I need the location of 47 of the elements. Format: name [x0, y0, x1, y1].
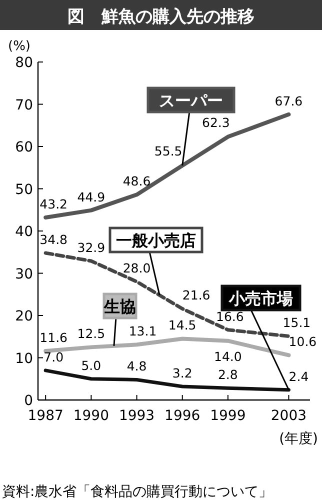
data-label: 11.6	[40, 330, 68, 345]
data-label: 44.9	[77, 189, 106, 204]
y-tick-label: 50	[15, 182, 33, 198]
y-tick-label: 70	[15, 97, 33, 114]
y-tick-label: 40	[15, 224, 33, 240]
data-label: 55.5	[154, 144, 182, 159]
chart-title: 図 鮮魚の購入先の推移	[68, 7, 254, 27]
x-tick-label: 2003	[270, 408, 307, 424]
series-label: スーパー	[159, 91, 223, 110]
data-label: 7.0	[44, 349, 64, 364]
data-label: 34.8	[40, 232, 68, 247]
y-tick-label: 10	[15, 350, 33, 367]
x-tick-label: 1996	[164, 408, 200, 424]
data-label: 12.5	[77, 326, 106, 342]
data-label: 28.0	[122, 260, 151, 276]
y-axis-title: (%)	[8, 39, 30, 54]
y-tick-label: 0	[24, 393, 33, 409]
data-label: 4.8	[126, 358, 147, 374]
text: 資料:農水省「食料品の購買行動について」	[2, 484, 273, 500]
data-label: 2.4	[288, 368, 309, 384]
data-label: 15.1	[282, 315, 311, 330]
data-label: 43.2	[40, 196, 68, 212]
data-label: 21.6	[182, 288, 210, 303]
series-label: 一般小売店	[116, 231, 196, 250]
text: 小売市場	[228, 289, 293, 308]
data-label: 14.0	[214, 348, 242, 364]
data-label: 13.1	[128, 324, 157, 339]
y-tick-label: 80	[15, 55, 33, 71]
data-label: 5.0	[81, 358, 102, 373]
x-tick-label: 1999	[210, 408, 246, 424]
x-tick-label: 1987	[28, 408, 64, 424]
x-axis-title: (年度)	[279, 431, 318, 447]
data-label: 3.2	[172, 365, 192, 380]
data-label: 67.6	[274, 93, 303, 108]
data-label: 10.6	[288, 334, 317, 350]
y-tick-label: 20	[15, 308, 33, 324]
x-tick-label: 1990	[73, 408, 110, 424]
data-label: 2.8	[218, 367, 238, 382]
series-label: 生協	[103, 297, 136, 316]
y-tick-label: 30	[15, 266, 33, 282]
data-label: 32.9	[77, 240, 106, 255]
data-label: 48.6	[122, 174, 151, 189]
x-tick-label: 1993	[118, 408, 155, 424]
data-label: 16.6	[216, 308, 244, 324]
data-label: 62.3	[202, 114, 230, 130]
y-tick-label: 60	[15, 140, 33, 156]
data-label: 14.5	[168, 318, 196, 333]
